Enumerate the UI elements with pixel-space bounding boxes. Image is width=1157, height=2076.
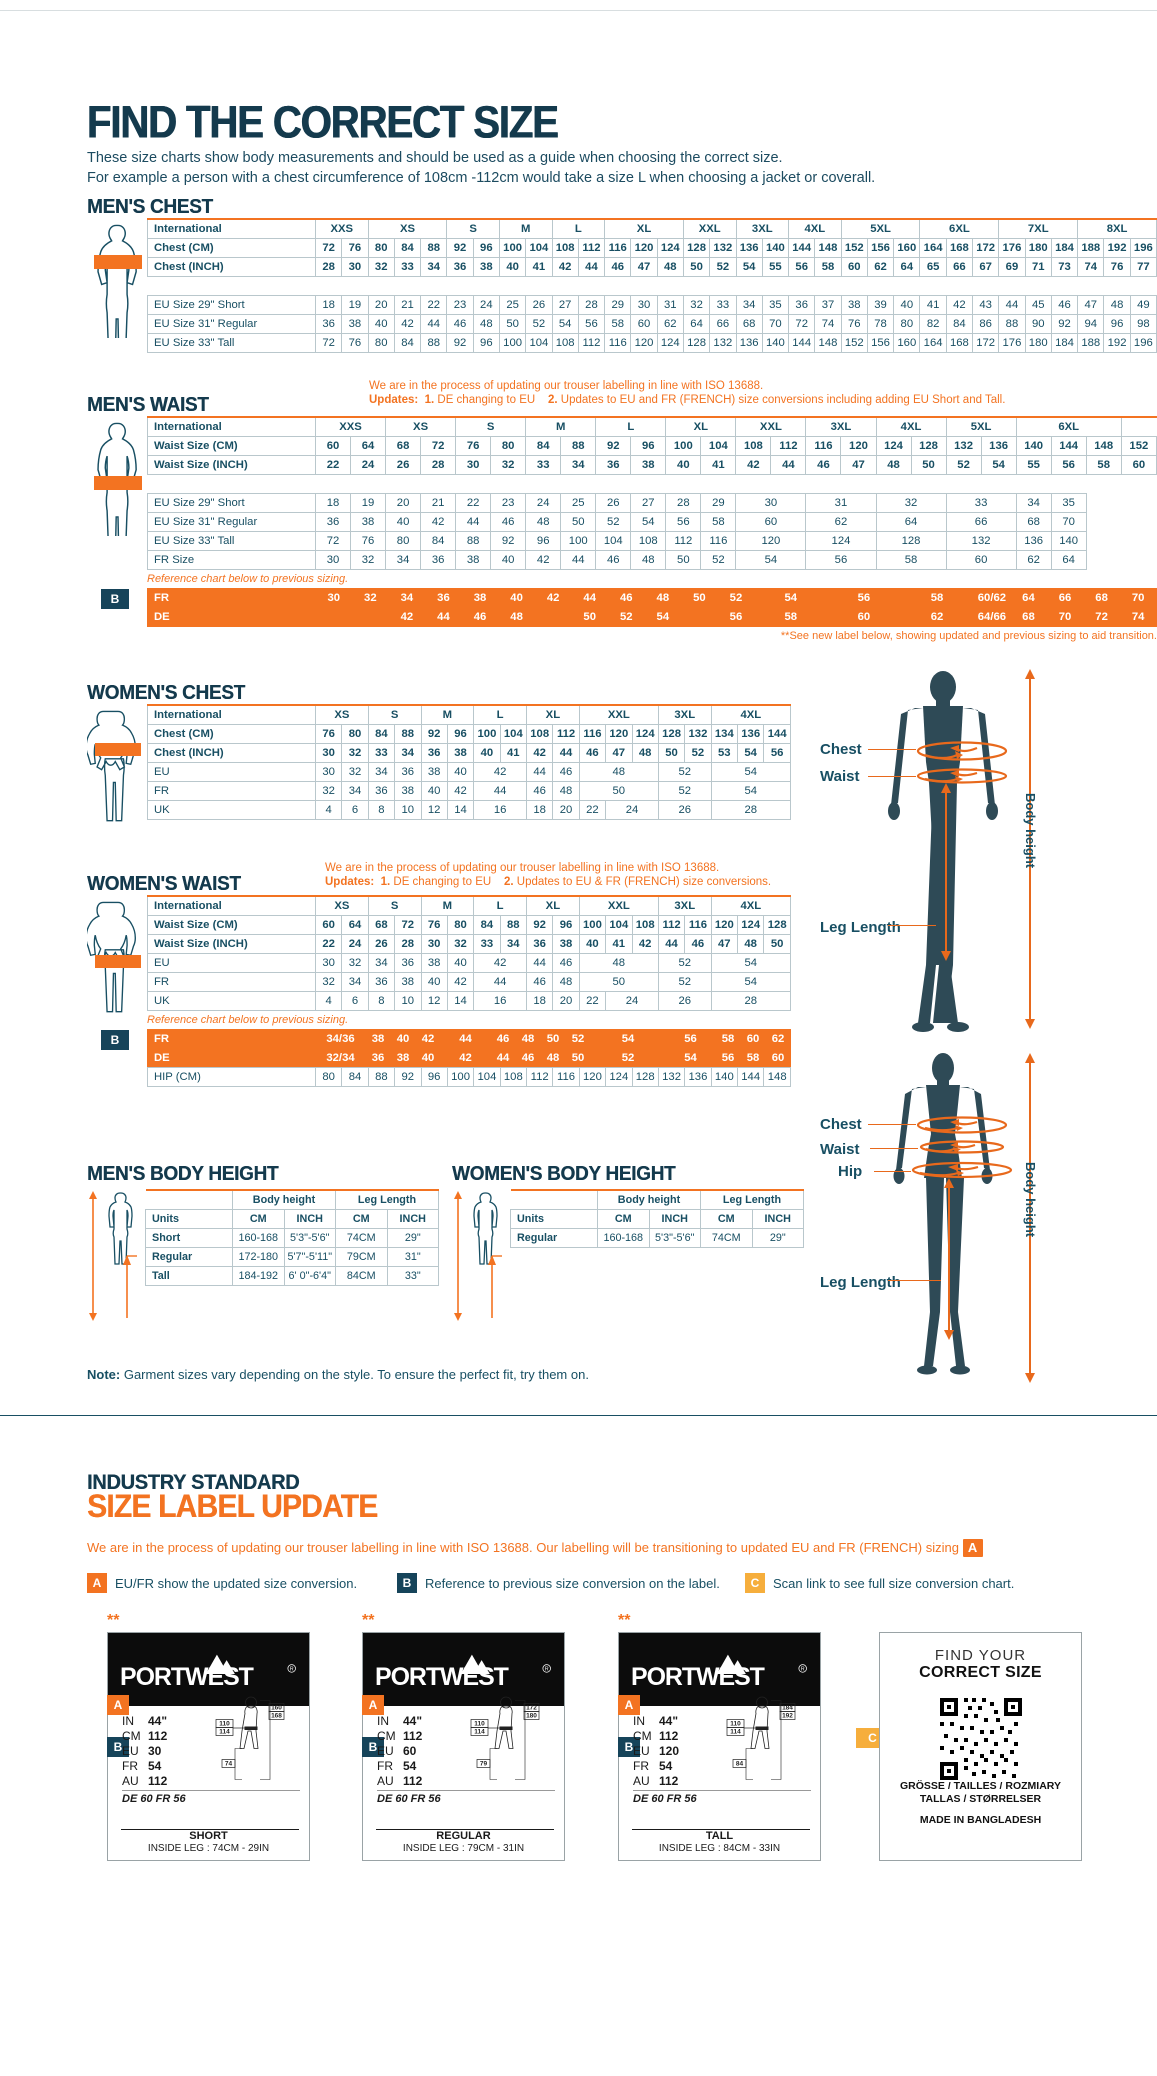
- svg-text:114: 114: [474, 1729, 485, 1736]
- svg-text:R: R: [290, 1667, 294, 1673]
- svg-text:192: 192: [782, 1713, 793, 1720]
- svg-text:PORTWEST: PORTWEST: [631, 1663, 765, 1691]
- svg-text:PORTWEST: PORTWEST: [375, 1663, 509, 1691]
- svg-text:110: 110: [219, 1721, 230, 1728]
- svg-text:84: 84: [736, 1761, 744, 1768]
- svg-text:R: R: [801, 1667, 805, 1673]
- svg-text:172: 172: [526, 1705, 537, 1712]
- svg-text:168: 168: [271, 1713, 282, 1720]
- svg-text:114: 114: [730, 1729, 741, 1736]
- svg-text:114: 114: [219, 1729, 230, 1736]
- svg-text:110: 110: [474, 1721, 485, 1728]
- svg-text:79: 79: [480, 1761, 488, 1768]
- svg-text:160: 160: [271, 1705, 282, 1712]
- svg-text:74: 74: [225, 1761, 233, 1768]
- svg-text:PORTWEST: PORTWEST: [120, 1663, 254, 1691]
- svg-text:184: 184: [782, 1705, 793, 1712]
- svg-text:110: 110: [730, 1721, 741, 1728]
- svg-text:R: R: [545, 1667, 549, 1673]
- svg-text:180: 180: [526, 1713, 537, 1720]
